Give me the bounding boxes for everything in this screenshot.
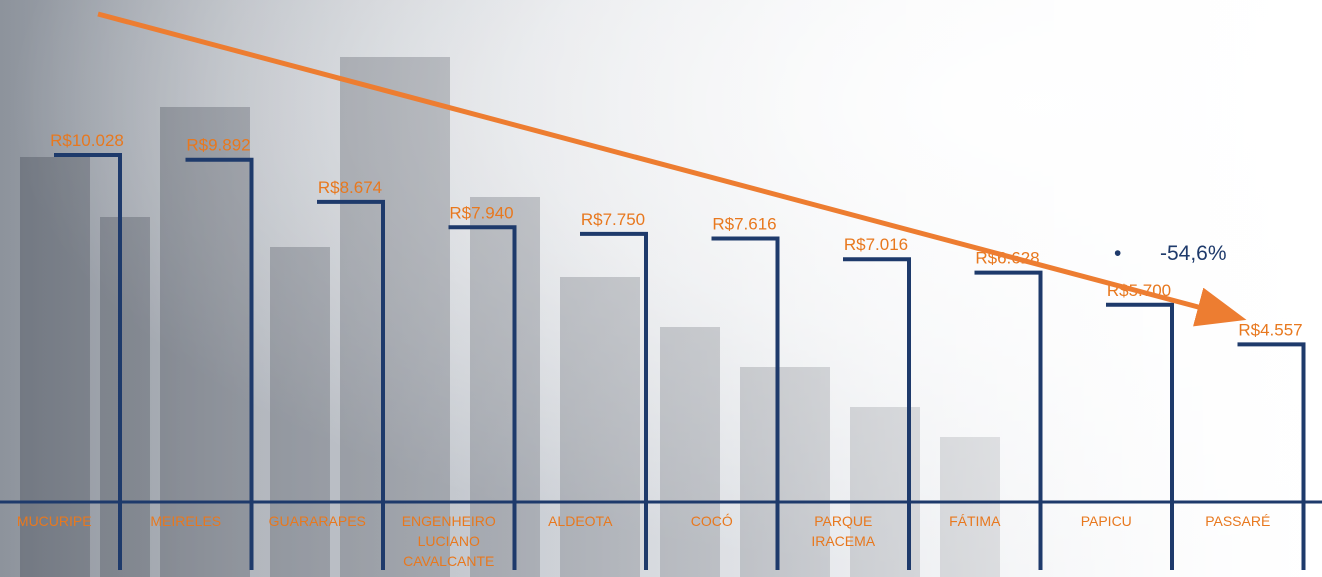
bar-6	[843, 257, 911, 570]
bar-1	[185, 157, 254, 570]
bar-0	[54, 153, 122, 570]
value-label-3: R$7.940	[449, 203, 513, 222]
annotation-percent-change: -54,6%	[1160, 242, 1227, 265]
bar-2	[317, 199, 385, 570]
value-label-9: R$4.557	[1238, 320, 1302, 339]
category-label-3-line-1: LUCIANO	[418, 533, 480, 549]
category-label-1: MEIRELES	[150, 513, 221, 529]
category-label-2: GUARARAPES	[269, 513, 366, 529]
bar-4	[580, 231, 648, 570]
category-label-5: COCÓ	[691, 513, 733, 529]
value-label-5: R$7.616	[712, 214, 776, 233]
category-label-0: MUCURIPE	[17, 513, 92, 529]
category-label-9: PASSARÉ	[1205, 513, 1270, 529]
category-label-8: PAPICU	[1081, 513, 1132, 529]
value-label-2: R$8.674	[318, 178, 382, 197]
bar-7	[974, 270, 1043, 570]
category-label-7: FÁTIMA	[949, 513, 1001, 529]
category-label-3-line-0: ENGENHEIRO	[402, 513, 496, 529]
bar-5	[711, 236, 780, 570]
category-label-6-line-1: IRACEMA	[811, 533, 875, 549]
trend-arrow	[97, 11, 1247, 327]
value-label-6: R$7.016	[844, 235, 908, 254]
bar-8	[1106, 302, 1174, 570]
annotation-bullet: •	[1114, 242, 1121, 265]
value-label-0: R$10.028	[50, 131, 124, 150]
bar-9	[1237, 342, 1306, 570]
category-label-3-line-2: CAVALCANTE	[403, 553, 494, 569]
value-label-1: R$9.892	[186, 136, 250, 155]
value-label-4: R$7.750	[581, 210, 645, 229]
category-label-4: ALDEOTA	[548, 513, 613, 529]
bar-3	[448, 225, 517, 570]
category-label-6-line-0: PARQUE	[814, 513, 872, 529]
